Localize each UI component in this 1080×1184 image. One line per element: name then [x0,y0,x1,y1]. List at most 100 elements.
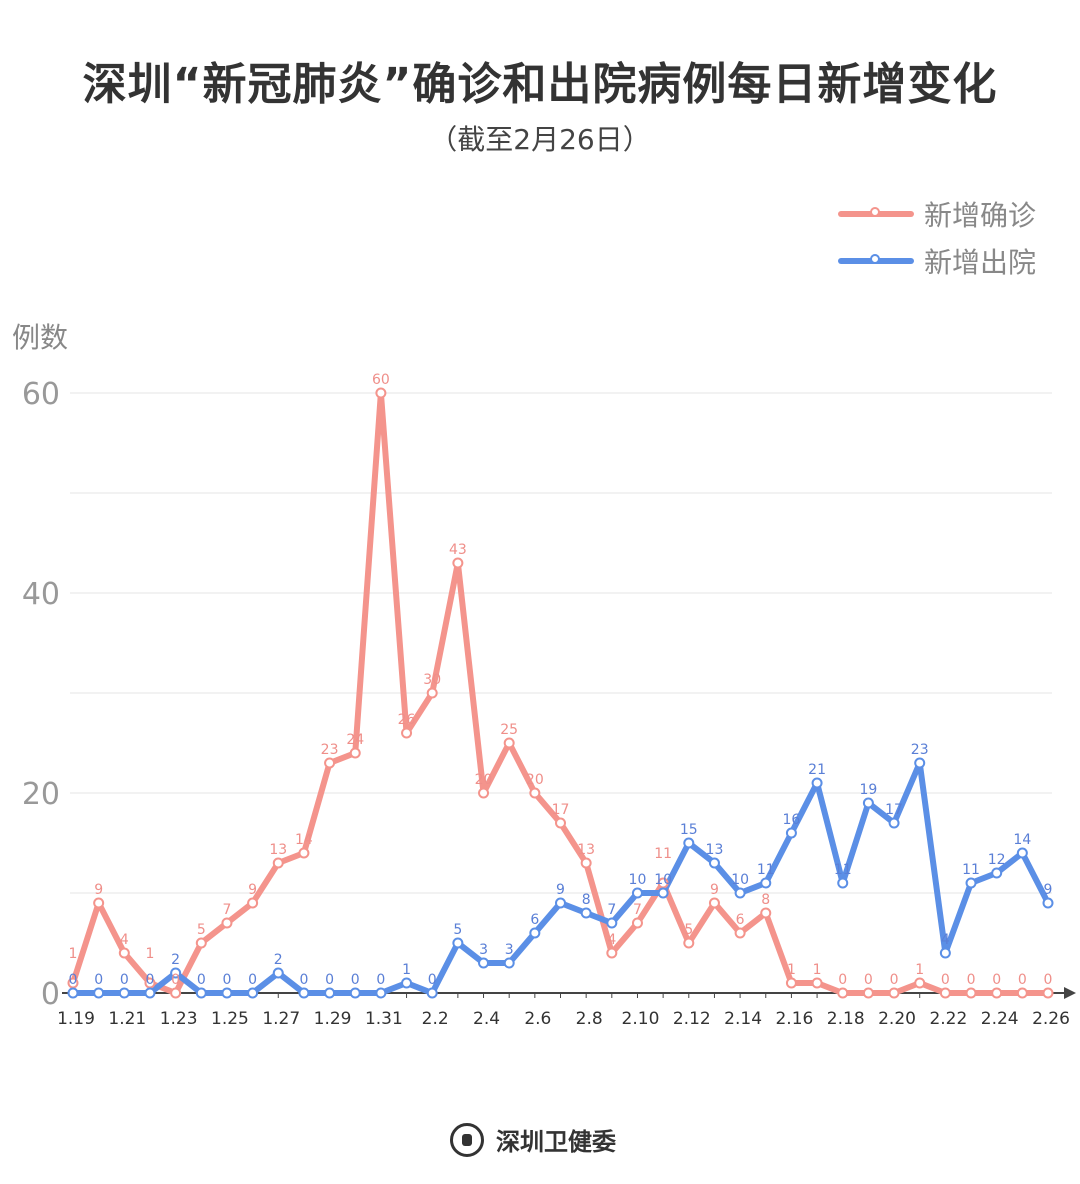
data-label: 9 [710,882,719,898]
footer: 深圳卫健委 [450,1122,616,1157]
data-label: 0 [376,972,385,988]
data-label: 1 [402,962,411,978]
data-label: 13 [706,842,724,858]
data-label: 0 [120,972,129,988]
data-label: 0 [146,972,155,988]
data-point [708,857,720,869]
data-label: 0 [94,972,103,988]
data-label: 8 [761,892,770,908]
data-point [93,987,105,999]
data-point [683,837,695,849]
data-label: 17 [885,802,903,818]
x-tick-label: 1.27 [262,1009,300,1029]
legend-label-confirmed: 新增确诊 [924,199,1037,232]
data-label: 1 [787,962,796,978]
data-label: 0 [325,972,334,988]
data-label: 0 [864,972,873,988]
x-tick-label: 1.19 [57,1009,95,1029]
data-label: 23 [321,742,339,758]
x-tick-label: 2.20 [878,1009,916,1029]
x-tick-label: 2.18 [827,1009,865,1029]
data-label: 1 [915,962,924,978]
data-point [965,877,977,889]
data-point [914,757,926,769]
data-point [298,987,310,999]
data-label: 11 [757,862,775,878]
data-label: 4 [120,932,129,948]
chart-subtitle: （截至2月26日） [429,123,651,156]
y-tick-label: 60 [22,377,60,412]
data-point [67,987,79,999]
x-tick-label: 2.24 [981,1009,1019,1029]
data-label: 8 [582,892,591,908]
data-point [811,977,823,989]
data-label: 0 [941,972,950,988]
data-label: 3 [505,942,514,958]
data-point [760,907,772,919]
data-label: 5 [453,922,462,938]
data-point [1042,897,1054,909]
data-point [478,957,490,969]
data-label: 19 [859,782,877,798]
data-point [811,777,823,789]
data-point [888,987,900,999]
data-label: 11 [834,862,852,878]
data-point [606,947,618,959]
data-point [1042,987,1054,999]
data-point [708,897,720,909]
data-label: 43 [449,542,467,558]
chart-title: 深圳“新冠肺炎”确诊和出院病例每日新增变化 [82,59,998,110]
data-label: 11 [654,846,672,862]
legend-swatch-discharged [838,254,914,264]
y-tick-label: 40 [22,577,60,612]
data-label: 5 [197,922,206,938]
x-tick-label: 1.25 [211,1009,249,1029]
data-point [606,917,618,929]
data-label: 0 [428,972,437,988]
data-point [939,947,951,959]
data-label: 25 [500,722,518,738]
data-label: 6 [736,912,745,928]
data-point [401,727,413,739]
data-label: 0 [890,972,899,988]
data-point [503,957,515,969]
data-label: 10 [629,872,647,888]
data-point [195,937,207,949]
data-point [888,817,900,829]
series-line-discharged [73,760,1051,996]
x-tick-label: 2.2 [422,1009,449,1029]
data-label: 0 [1018,972,1027,988]
data-point [195,987,207,999]
y-axis-label: 例数 [12,321,69,354]
data-label: 4 [607,932,616,948]
x-tick-label: 2.6 [524,1009,551,1029]
x-tick-label: 2.26 [1032,1009,1070,1029]
x-tick-label: 2.22 [929,1009,967,1029]
x-tick-label: 2.10 [622,1009,660,1029]
data-point [529,927,541,939]
data-point [170,987,182,999]
data-label: 20 [526,772,544,788]
data-point [247,897,259,909]
data-label: 0 [299,972,308,988]
data-label: 0 [351,972,360,988]
x-tick-label: 2.16 [775,1009,813,1029]
data-point [657,887,669,899]
data-label: 0 [967,972,976,988]
footer-org: 深圳卫健委 [496,1128,616,1156]
data-label: 5 [684,922,693,938]
data-point [324,987,336,999]
data-label: 0 [838,972,847,988]
data-point [118,947,130,959]
data-point [375,987,387,999]
data-label: 7 [633,902,642,918]
data-point [1016,847,1028,859]
x-tick-label: 2.4 [473,1009,500,1029]
data-label: 1 [813,962,822,978]
data-point [503,737,515,749]
data-label: 0 [1044,972,1053,988]
data-label: 2 [274,952,283,968]
data-point [221,987,233,999]
data-point [914,977,926,989]
